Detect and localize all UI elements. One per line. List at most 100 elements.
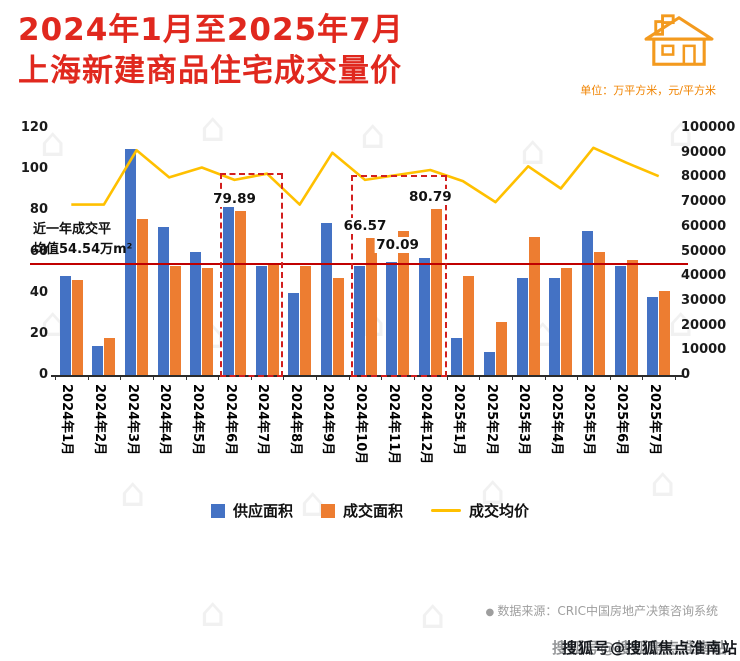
y-axis-right-label: 10000	[681, 342, 727, 358]
x-axis-label: 2024年2月	[91, 384, 107, 456]
price-line-swatch-icon	[431, 508, 461, 513]
legend-label-price: 成交均价	[469, 502, 530, 520]
title-line-2: 上海新建商品住宅成交量价	[18, 53, 402, 89]
x-axis-tick	[185, 375, 187, 380]
bar-deal	[235, 210, 246, 375]
price-line	[71, 146, 660, 206]
x-axis-tick	[316, 375, 318, 380]
y-axis-left-label: 60	[29, 243, 48, 259]
y-axis-right-label: 30000	[681, 292, 727, 308]
y-axis-left-label: 120	[20, 120, 48, 135]
bar-supply	[255, 265, 267, 375]
watermark-house-icon	[200, 590, 225, 636]
legend-item-supply: 供应面积	[210, 500, 293, 521]
x-axis-tick	[511, 375, 513, 380]
y-axis-right-label: 70000	[681, 194, 727, 210]
bar-supply	[288, 292, 300, 375]
bar-deal	[202, 268, 214, 375]
y-axis-right-label: 80000	[681, 169, 727, 185]
data-label: 79.89	[211, 190, 258, 207]
bar-supply	[320, 222, 332, 375]
x-axis-label: 2024年7月	[255, 384, 271, 456]
title-line-1: 2024年1月至2025年7月	[18, 12, 404, 48]
unit-note: 单位：万平方米，元/平方米	[580, 84, 716, 97]
data-label: 66.57	[341, 218, 389, 234]
data-label: 70.09	[374, 236, 421, 253]
supply-swatch-icon	[210, 503, 225, 518]
x-axis-label: 2025年4月	[548, 384, 564, 456]
bar-deal	[593, 251, 605, 375]
x-axis-tick	[250, 375, 252, 380]
bar-supply	[484, 352, 495, 375]
x-axis-tick	[348, 375, 350, 380]
x-axis-tick	[55, 375, 56, 380]
y-axis-right-label: 0	[681, 367, 691, 382]
bar-supply	[59, 276, 71, 375]
bar-deal	[365, 238, 377, 375]
x-axis-tick	[544, 375, 546, 380]
legend-item-deal: 成交面积	[320, 500, 403, 521]
x-axis-label: 2024年4月	[157, 384, 173, 456]
bar-supply	[549, 278, 561, 375]
x-axis-label: 2024年1月	[59, 384, 75, 456]
x-axis-tick	[120, 375, 122, 380]
x-axis-tick	[87, 375, 89, 380]
data-label: 80.79	[406, 188, 454, 205]
bar-supply	[386, 261, 398, 375]
y-axis-right-label: 20000	[681, 317, 727, 333]
sohu-watermark-shadow: 搜狐号@搜狐焦点淮南站	[551, 639, 728, 657]
x-axis-label: 2024年11月	[385, 384, 401, 465]
y-axis-right-label: 50000	[681, 243, 727, 259]
bar-deal	[300, 265, 312, 375]
y-axis-right-label: 40000	[681, 268, 727, 284]
average-annotation: 近一年成交平 均值54.54万m²	[33, 220, 132, 260]
highlight-box	[350, 175, 447, 377]
x-axis-tick	[446, 375, 448, 380]
x-axis-tick	[413, 375, 415, 380]
x-axis-label: 2024年3月	[124, 384, 140, 456]
bar-deal	[626, 259, 638, 375]
x-axis-label: 2024年5月	[189, 384, 205, 456]
legend-label-deal: 成交面积	[342, 502, 403, 520]
bar-supply	[223, 200, 234, 375]
bar-deal	[561, 268, 573, 375]
bar-supply	[516, 278, 528, 375]
bar-deal	[104, 337, 116, 375]
bar-supply	[125, 148, 137, 375]
y-axis-right-label: 90000	[681, 144, 727, 160]
x-axis-label: 2025年5月	[581, 384, 597, 456]
x-axis-tick	[479, 375, 481, 380]
y-axis-right-label: 100000	[681, 120, 736, 135]
legend-item-price: 成交均价	[431, 500, 529, 521]
house-logo-icon	[640, 10, 718, 76]
bar-supply	[353, 265, 365, 375]
plot-area: 79.89 66.57 70.09 80.79	[30, 128, 688, 377]
bar-deal	[137, 218, 149, 375]
deal-swatch-icon	[320, 503, 335, 518]
bar-supply	[92, 346, 104, 375]
x-axis-label: 2025年7月	[646, 384, 662, 456]
bar-deal	[659, 290, 671, 375]
y-axis-left-label: 20	[29, 325, 48, 341]
x-axis-tick	[609, 375, 611, 380]
x-axis-label: 2025年1月	[450, 384, 466, 456]
x-axis-tick	[283, 375, 285, 380]
y-axis-left-label: 100	[20, 161, 48, 177]
data-source-note: 数据来源：CRIC中国房地产决策咨询系统	[485, 602, 718, 619]
x-axis-label: 2025年2月	[483, 384, 499, 456]
y-axis-left-label: 0	[38, 367, 48, 382]
bar-deal	[169, 265, 181, 375]
x-axis-tick	[218, 375, 220, 380]
x-axis-label: 2025年3月	[516, 384, 532, 456]
bar-supply	[614, 265, 626, 375]
y-axis-right-label: 60000	[681, 218, 727, 234]
y-axis-left-label: 40	[29, 284, 48, 300]
bar-deal	[430, 208, 442, 375]
page-title: 2024年1月至2025年7月 上海新建商品住宅成交量价	[18, 10, 404, 92]
bar-deal	[496, 321, 507, 375]
x-axis-label: 2024年12月	[418, 384, 434, 465]
bar-deal	[398, 230, 410, 375]
x-axis-tick	[675, 375, 676, 380]
watermark-house-icon	[420, 592, 445, 638]
